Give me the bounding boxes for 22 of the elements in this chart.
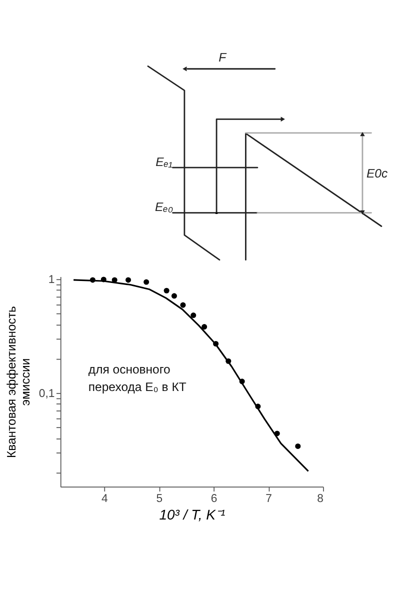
x-tick-label: 4	[101, 493, 108, 506]
point	[180, 302, 186, 308]
x-axis-title: 10³ / T, K⁻¹	[159, 506, 226, 523]
text: F	[218, 50, 228, 65]
point	[144, 279, 150, 285]
y-tick-label: 0,1	[38, 388, 55, 400]
point	[171, 293, 177, 299]
x-tick-label: 5	[156, 493, 163, 506]
text: Eₑ₀	[154, 200, 174, 214]
point	[164, 288, 170, 294]
y-axis-title: Квантовая эффективность эмиссии	[4, 306, 32, 458]
y-tick-label: 1	[48, 274, 55, 286]
x-tick-label: 6	[210, 493, 218, 506]
text: E0c	[366, 166, 388, 180]
x-tick-label: 8	[317, 493, 324, 506]
point	[295, 443, 301, 449]
point	[125, 277, 132, 283]
annotation: для основного перехода E₀ в КТ	[88, 362, 187, 394]
point	[202, 324, 208, 330]
point	[190, 312, 196, 318]
x-tick-label: 7	[266, 493, 272, 506]
text: Eₑ₁	[156, 154, 173, 169]
